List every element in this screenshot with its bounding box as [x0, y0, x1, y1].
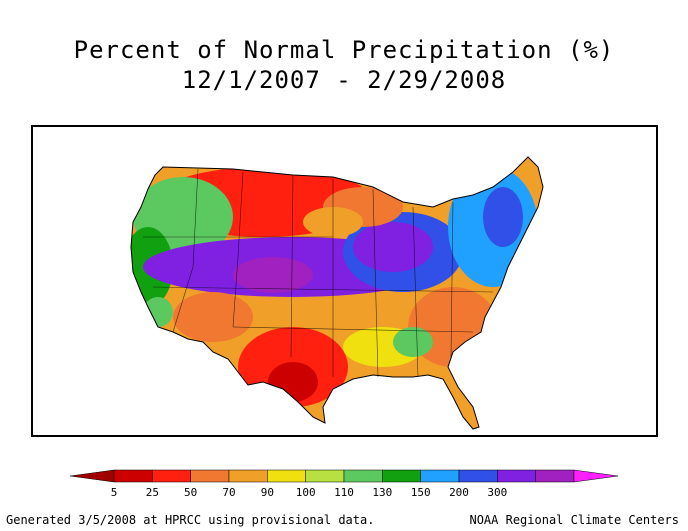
legend-swatch [343, 469, 383, 483]
legend-tick-label: 25 [146, 486, 159, 499]
legend-swatch [190, 469, 230, 483]
legend-tick-label: 90 [261, 486, 274, 499]
legend-tick-label: 100 [296, 486, 316, 499]
legend-swatch [420, 469, 460, 483]
legend-tick-label: 150 [411, 486, 431, 499]
map-title: Percent of Normal Precipitation (%) [73, 36, 615, 64]
legend-tick-label: 70 [222, 486, 235, 499]
legend-swatch [497, 469, 536, 483]
credit-note: NOAA Regional Climate Centers [469, 513, 679, 527]
legend-swatch [113, 469, 153, 483]
us-outline [130, 156, 544, 430]
legend-tick-label: 110 [334, 486, 354, 499]
state-borders [143, 168, 494, 378]
legend-tick-label: 50 [184, 486, 197, 499]
legend-swatch [267, 469, 306, 483]
color-legend: 5 25 50 70 90 100 110 130 150 200 300 [0, 468, 688, 504]
legend-tick-label: 200 [449, 486, 469, 499]
precipitation-map [130, 156, 544, 430]
legend-swatch [228, 469, 268, 483]
map-frame [31, 125, 658, 437]
legend-swatch-low [69, 469, 115, 483]
legend-bar: 5 25 50 70 90 100 110 130 150 200 300 [69, 469, 619, 499]
legend-tick-label: 5 [111, 486, 118, 499]
map-subtitle: 12/1/2007 - 2/29/2008 [181, 66, 507, 94]
legend-swatch [152, 469, 191, 483]
legend-swatch [535, 469, 575, 483]
legend-swatch [458, 469, 498, 483]
generated-note: Generated 3/5/2008 at HPRCC using provis… [6, 513, 375, 527]
precip-fill [131, 157, 543, 429]
legend-swatch [305, 469, 345, 483]
legend-swatch [382, 469, 421, 483]
legend-swatch-high [573, 469, 619, 483]
legend-tick-label: 300 [487, 486, 507, 499]
legend-tick-label: 130 [372, 486, 392, 499]
